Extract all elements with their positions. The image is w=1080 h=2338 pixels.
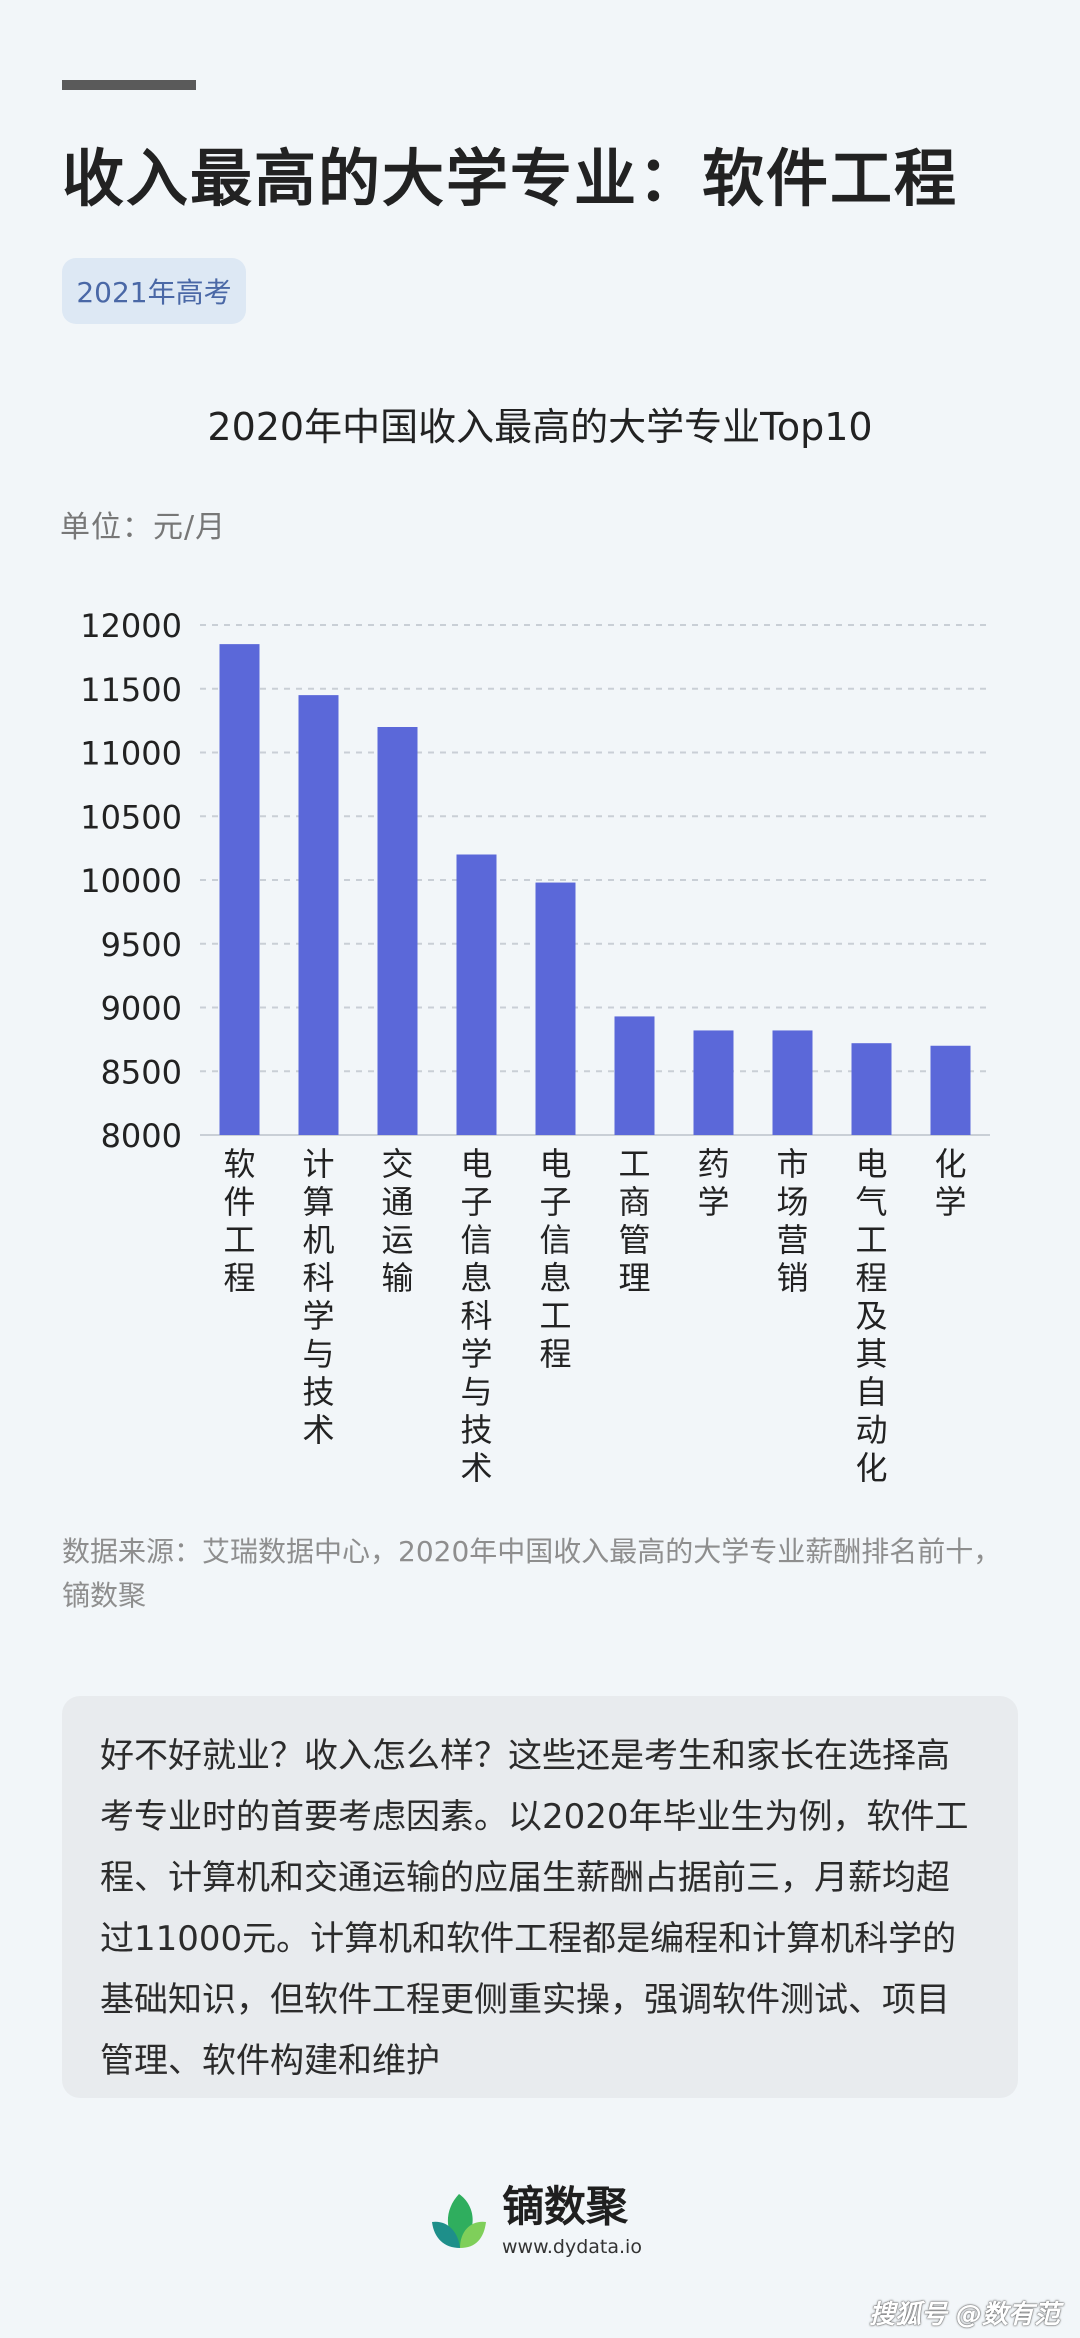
- summary-text: 好不好就业？收入怎么样？这些还是考生和家长在选择高考专业时的首要考虑因素。以20…: [100, 1736, 969, 2081]
- bar: [298, 695, 339, 1135]
- x-category-label: 化学: [934, 1145, 966, 1221]
- bar: [614, 1016, 655, 1135]
- chart-unit-label: 单位：元/月: [60, 510, 227, 545]
- y-tick-label: 9000: [101, 990, 182, 1028]
- y-tick-label: 10500: [80, 798, 182, 836]
- x-category-label: 计算机科学与技术: [302, 1145, 334, 1449]
- summary-box: 好不好就业？收入怎么样？这些还是考生和家长在选择高考专业时的首要考虑因素。以20…: [62, 1696, 1018, 2098]
- bar: [851, 1043, 892, 1135]
- y-tick-label: 8000: [101, 1117, 182, 1155]
- x-category-label: 工商管理: [618, 1145, 650, 1297]
- bar: [535, 882, 576, 1135]
- bar-chart: 8000 8500 9000 9500 10000 10500 11000 11500 1200…: [80, 607, 990, 1487]
- brand-logo: 镝数聚 www.dydata.io: [424, 2184, 642, 2258]
- page-title: 收入最高的大学专业：软件工程: [62, 142, 959, 215]
- x-category-label: 药学: [697, 1145, 729, 1221]
- data-source-note: 数据来源：艾瑞数据中心，2020年中国收入最高的大学专业薪酬排名前十，镝数聚: [62, 1535, 1002, 1612]
- bar: [219, 644, 260, 1135]
- x-category-label: 交通运输: [381, 1145, 413, 1297]
- chart-title: 2020年中国收入最高的大学专业Top10: [207, 405, 873, 449]
- bar: [930, 1045, 971, 1135]
- watermark: 搜狐号 @数有范: [868, 2300, 1060, 2330]
- y-tick-label: 8500: [101, 1053, 182, 1091]
- y-tick-label: 11500: [80, 671, 182, 709]
- bar: [456, 854, 497, 1135]
- x-category-label: 市场营销: [776, 1145, 808, 1297]
- x-category-label: 电气工程及其自动化: [855, 1145, 887, 1487]
- year-tag: 2021年高考: [62, 258, 246, 324]
- bar: [377, 727, 418, 1135]
- y-tick-label: 11000: [80, 735, 182, 773]
- x-category-label: 电子信息科学与技术: [460, 1145, 492, 1487]
- leaf-icon: [432, 2194, 486, 2248]
- bar: [772, 1030, 813, 1135]
- y-tick-label: 9500: [101, 926, 182, 964]
- brand-name: 镝数聚: [502, 2182, 629, 2231]
- y-tick-label: 10000: [80, 862, 182, 900]
- bar: [693, 1030, 734, 1135]
- x-category-label: 电子信息工程: [539, 1145, 571, 1373]
- x-category-label: 软件工程: [223, 1145, 255, 1297]
- brand-url: www.dydata.io: [502, 2236, 642, 2258]
- y-tick-label: 12000: [80, 607, 182, 645]
- title-accent-bar: [62, 80, 196, 90]
